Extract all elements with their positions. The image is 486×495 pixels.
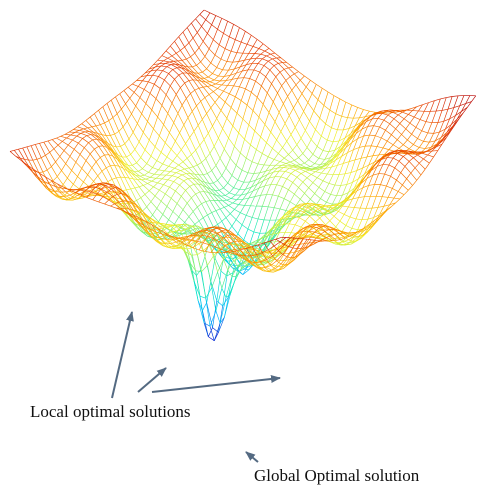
global-optimal-label: Global Optimal solution bbox=[254, 466, 420, 485]
arrow-global bbox=[245, 451, 259, 463]
local-minima-arrows bbox=[111, 311, 281, 399]
wireframe-surface bbox=[9, 9, 477, 342]
arrow-local-left bbox=[111, 311, 134, 399]
arrow-local-center bbox=[137, 367, 167, 393]
arrow-local-right bbox=[151, 375, 281, 393]
local-optimal-label: Local optimal solutions bbox=[30, 402, 191, 421]
